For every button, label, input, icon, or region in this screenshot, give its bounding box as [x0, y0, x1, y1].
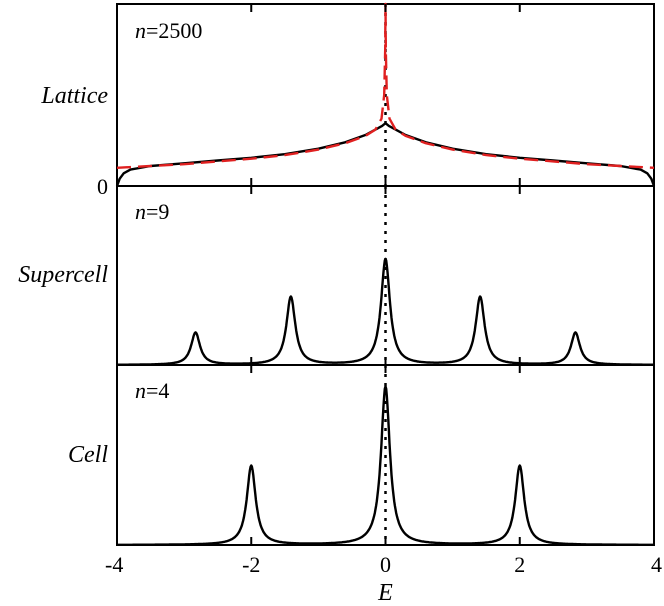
x-tick-label: 2 [514, 552, 525, 577]
x-tick-label: -2 [242, 552, 260, 577]
x-tick-label: 0 [380, 552, 391, 577]
panel-lattice: Lattice n=2500 0 [40, 2, 656, 199]
x-axis: -4 -2 0 2 4 [105, 4, 662, 577]
supercell-curve [116, 257, 655, 366]
x-tick-label: 4 [651, 552, 662, 577]
panel-cell: Cell n=4 [68, 364, 655, 546]
n-label-supercell: n=9 [135, 199, 169, 224]
x-tick-label: -4 [105, 552, 123, 577]
panel-label-lattice: Lattice [40, 83, 108, 109]
y-tick-zero: 0 [97, 174, 108, 199]
panel-label-supercell: Supercell [18, 262, 108, 288]
n-label-cell: n=4 [135, 378, 169, 403]
n-label-lattice: n=2500 [135, 18, 202, 43]
panel-label-cell: Cell [68, 442, 108, 468]
panel-supercell: Supercell n=9 [18, 185, 655, 366]
cell-curve [116, 385, 655, 546]
x-axis-title: E [377, 580, 393, 606]
